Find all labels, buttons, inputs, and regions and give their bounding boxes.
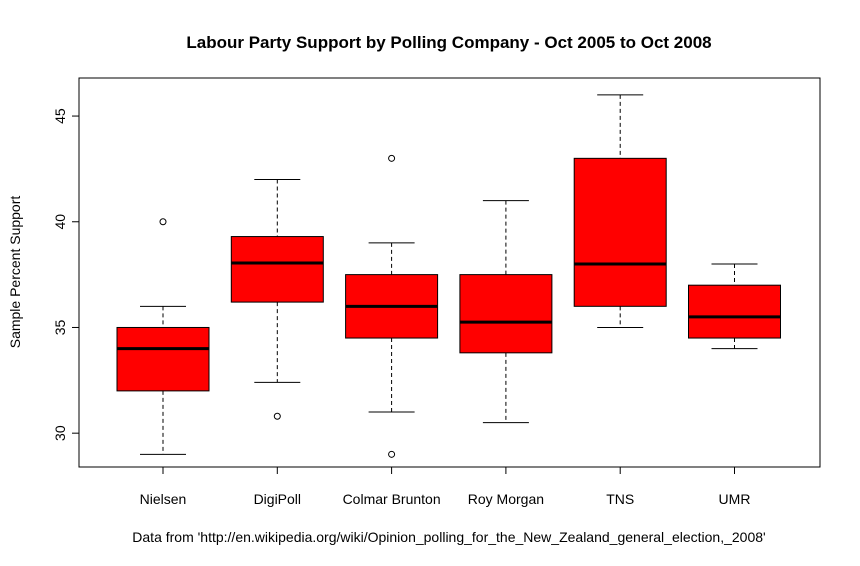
y-tick-label: 30 (52, 425, 68, 441)
box-umr (688, 263, 781, 350)
outlier-point (388, 154, 396, 162)
outlier-point (273, 412, 281, 420)
iqr-box (116, 326, 210, 392)
chart-title: Labour Party Support by Polling Company … (186, 33, 711, 52)
y-axis-label: Sample Percent Support (7, 196, 23, 349)
y-tick-label: 35 (52, 319, 68, 335)
x-tick-label: Nielsen (140, 491, 187, 507)
x-tick-label: UMR (719, 491, 751, 507)
box-digipoll (230, 178, 324, 420)
box-tns (573, 94, 667, 328)
boxes-group (116, 94, 781, 458)
x-tick-label: DigiPoll (254, 491, 301, 507)
iqr-box (230, 236, 324, 303)
x-tick-label: TNS (606, 491, 634, 507)
box-colmar-brunton (345, 154, 439, 458)
outlier-point (388, 450, 396, 458)
plot-frame (78, 77, 821, 468)
y-axis: 30 35 40 45 (52, 108, 80, 441)
y-tick-label: 40 (52, 214, 68, 230)
y-tick-label: 45 (52, 108, 68, 124)
outlier-point (159, 218, 167, 226)
x-axis: Nielsen DigiPoll Colmar Brunton Roy Morgan T… (140, 466, 751, 507)
iqr-box (688, 284, 781, 339)
iqr-box (573, 157, 667, 307)
iqr-box (459, 274, 553, 354)
x-tick-label: Roy Morgan (468, 491, 544, 507)
box-roy-morgan (459, 200, 553, 424)
box-nielsen (116, 218, 210, 455)
data-source-note: Data from 'http://en.wikipedia.org/wiki/… (132, 529, 765, 545)
x-tick-label: Colmar Brunton (343, 491, 441, 507)
